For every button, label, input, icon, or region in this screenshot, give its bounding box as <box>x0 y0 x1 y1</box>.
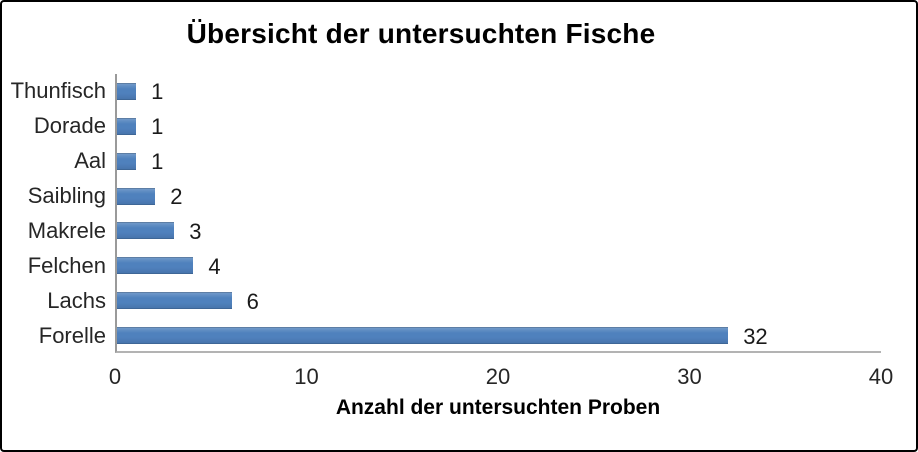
bar <box>117 117 137 135</box>
plot-area: 1 1 1 2 3 4 6 32 <box>115 74 881 353</box>
category-label: Aal <box>74 148 106 174</box>
category-label: Felchen <box>27 252 106 278</box>
bar-row: 1 <box>117 144 881 179</box>
bar <box>117 292 232 310</box>
value-label: 3 <box>189 218 202 244</box>
x-tick-label: 10 <box>294 364 319 389</box>
chart-title: Übersicht der untersuchten Fische <box>186 18 656 49</box>
bar-row: 32 <box>117 318 881 353</box>
category-label: Lachs <box>47 287 106 313</box>
bar-row: 1 <box>117 74 881 109</box>
x-tick-label: 20 <box>485 364 511 389</box>
category-label: Forelle <box>38 322 106 348</box>
bar <box>117 222 175 240</box>
x-tick-label: 30 <box>677 364 702 389</box>
bar <box>117 257 194 275</box>
bar <box>117 327 729 345</box>
x-tick-label: 0 <box>108 364 122 389</box>
category-label: Thunfisch <box>10 78 106 104</box>
category-axis: Thunfisch Dorade Aal Saibling Makrele Felchen… <box>2 74 106 353</box>
x-tick-label: 40 <box>868 364 894 389</box>
bar-row: 2 <box>117 179 881 214</box>
value-axis: 0 10 20 30 40 <box>109 364 893 390</box>
bar-row: 1 <box>117 109 881 144</box>
value-label: 2 <box>170 184 183 210</box>
bar <box>117 187 156 205</box>
bar-row: 3 <box>117 214 881 249</box>
category-label: Saibling <box>27 183 106 209</box>
bar-row: 4 <box>117 248 881 283</box>
value-label: 1 <box>151 149 164 175</box>
bar <box>117 152 137 170</box>
category-label: Dorade <box>33 113 106 139</box>
value-label: 6 <box>246 288 259 314</box>
bar-row: 6 <box>117 283 881 318</box>
value-label: 1 <box>151 79 164 105</box>
value-label: 4 <box>208 253 221 279</box>
x-axis-title: Anzahl der untersuchten Proben <box>335 396 661 419</box>
category-label: Makrele <box>27 217 106 243</box>
value-label: 32 <box>743 323 768 349</box>
value-label: 1 <box>151 114 164 140</box>
bar <box>117 82 137 100</box>
